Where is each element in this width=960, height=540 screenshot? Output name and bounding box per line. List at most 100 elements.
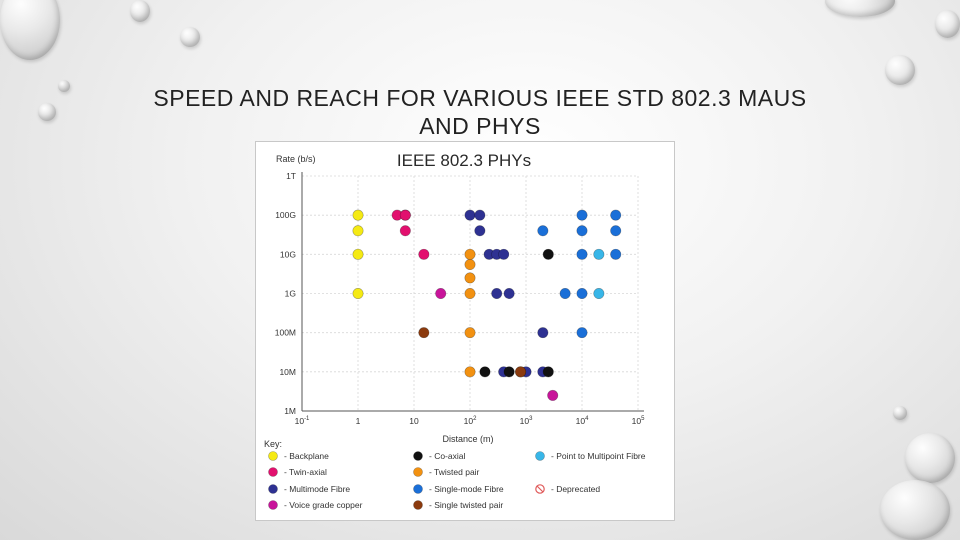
chart-axes: [301, 172, 644, 412]
x-tick-label: 10-1: [295, 416, 310, 426]
legend-marker: [268, 467, 278, 477]
legend-marker-slash: [536, 485, 544, 493]
water-drop-decoration: [905, 433, 955, 483]
y-tick-label: 1M: [284, 406, 296, 416]
x-axis-label: Distance (m): [442, 434, 493, 444]
slide-title-line2: AND PHYS: [419, 113, 541, 139]
x-tick-label: 1: [356, 416, 361, 426]
data-point: [352, 225, 364, 237]
y-axis-label: Rate (b/s): [276, 154, 316, 164]
data-point: [610, 225, 622, 237]
y-tick-label: 10M: [279, 367, 296, 377]
legend-label: - Backplane: [284, 451, 329, 461]
data-point: [503, 288, 515, 300]
legend-marker: [268, 500, 278, 510]
data-point: [464, 209, 476, 221]
slide-title: SPEED AND REACH FOR VARIOUS IEEE STD 802…: [60, 84, 900, 140]
data-point: [464, 366, 476, 378]
legend-marker: [268, 451, 278, 461]
data-point: [610, 248, 622, 260]
data-point: [542, 248, 554, 260]
chart-title: IEEE 802.3 PHYs: [397, 151, 531, 170]
data-point: [352, 248, 364, 260]
data-point: [547, 389, 559, 401]
water-drop-decoration: [885, 55, 915, 85]
data-point: [352, 288, 364, 300]
legend-label: - Point to Multipoint Fibre: [551, 451, 646, 461]
legend-marker: [535, 451, 545, 461]
data-point: [576, 327, 588, 339]
data-point: [435, 288, 447, 300]
legend-label: - Twin-axial: [284, 467, 327, 477]
data-point: [503, 366, 515, 378]
x-tick-label: 10: [409, 416, 419, 426]
data-point: [399, 209, 411, 221]
y-tick-labels: 1M 10M 100M 1G 10G 100G 1T: [275, 171, 296, 416]
water-drop-decoration: [0, 0, 60, 60]
y-tick-label: 100M: [275, 328, 296, 338]
data-point: [593, 248, 605, 260]
x-tick-label: 102: [464, 416, 477, 426]
data-point: [418, 248, 430, 260]
legend-marker: [413, 500, 423, 510]
chart-figure: IEEE 802.3 PHYs Rate (b/s) Distance (m) …: [255, 141, 675, 521]
legend-marker: [268, 484, 278, 494]
data-point: [418, 327, 430, 339]
data-point: [352, 209, 364, 221]
data-point: [515, 366, 527, 378]
legend-label: - Single twisted pair: [429, 500, 503, 510]
data-point: [610, 209, 622, 221]
data-point: [464, 248, 476, 260]
y-tick-label: 1T: [286, 171, 296, 181]
data-point: [537, 327, 549, 339]
slide-title-line1: SPEED AND REACH FOR VARIOUS IEEE STD 802…: [153, 85, 807, 111]
data-point: [537, 225, 549, 237]
data-point: [474, 225, 486, 237]
data-point: [576, 209, 588, 221]
data-point: [593, 288, 605, 300]
water-drop-decoration: [825, 0, 895, 17]
legend-label: - Deprecated: [551, 484, 600, 494]
legend-label: - Multimode Fibre: [284, 484, 350, 494]
y-tick-label: 1G: [285, 289, 296, 299]
data-point: [474, 209, 486, 221]
legend-marker: [413, 484, 423, 494]
legend: - Backplane - Twin-axial - Multimode Fibre…: [268, 451, 646, 510]
y-tick-label: 10G: [280, 249, 296, 259]
water-drop-decoration: [893, 406, 907, 420]
x-tick-label: 104: [576, 416, 589, 426]
legend-marker: [413, 451, 423, 461]
water-drop-decoration: [58, 80, 70, 92]
scatter-chart: IEEE 802.3 PHYs Rate (b/s) Distance (m) …: [264, 151, 646, 510]
data-point: [576, 248, 588, 260]
data-point: [464, 259, 476, 271]
data-point: [491, 288, 503, 300]
x-tick-labels: 10-1 1 10 102 103 104 105: [295, 416, 645, 426]
data-points: [352, 209, 622, 401]
data-point: [399, 225, 411, 237]
legend-marker: [535, 484, 545, 494]
legend-label: - Voice grade copper: [284, 500, 363, 510]
x-tick-label: 103: [520, 416, 533, 426]
legend-title: Key:: [264, 439, 282, 449]
legend-label: - Twisted pair: [429, 467, 480, 477]
data-point: [464, 327, 476, 339]
legend-label: - Co-axial: [429, 451, 465, 461]
water-drop-decoration: [38, 103, 56, 121]
data-point: [576, 288, 588, 300]
y-tick-label: 100G: [275, 210, 296, 220]
data-point: [464, 272, 476, 284]
legend-label: - Single-mode Fibre: [429, 484, 504, 494]
data-point: [479, 366, 491, 378]
legend-marker: [413, 467, 423, 477]
water-drop-decoration: [935, 10, 960, 38]
x-tick-label: 105: [632, 416, 645, 426]
water-drop-decoration: [180, 27, 200, 47]
water-drop-decoration: [130, 0, 150, 22]
data-point: [464, 288, 476, 300]
water-drop-decoration: [880, 480, 950, 540]
data-point: [576, 225, 588, 237]
data-point: [542, 366, 554, 378]
data-point: [498, 248, 510, 260]
data-point: [559, 288, 571, 300]
